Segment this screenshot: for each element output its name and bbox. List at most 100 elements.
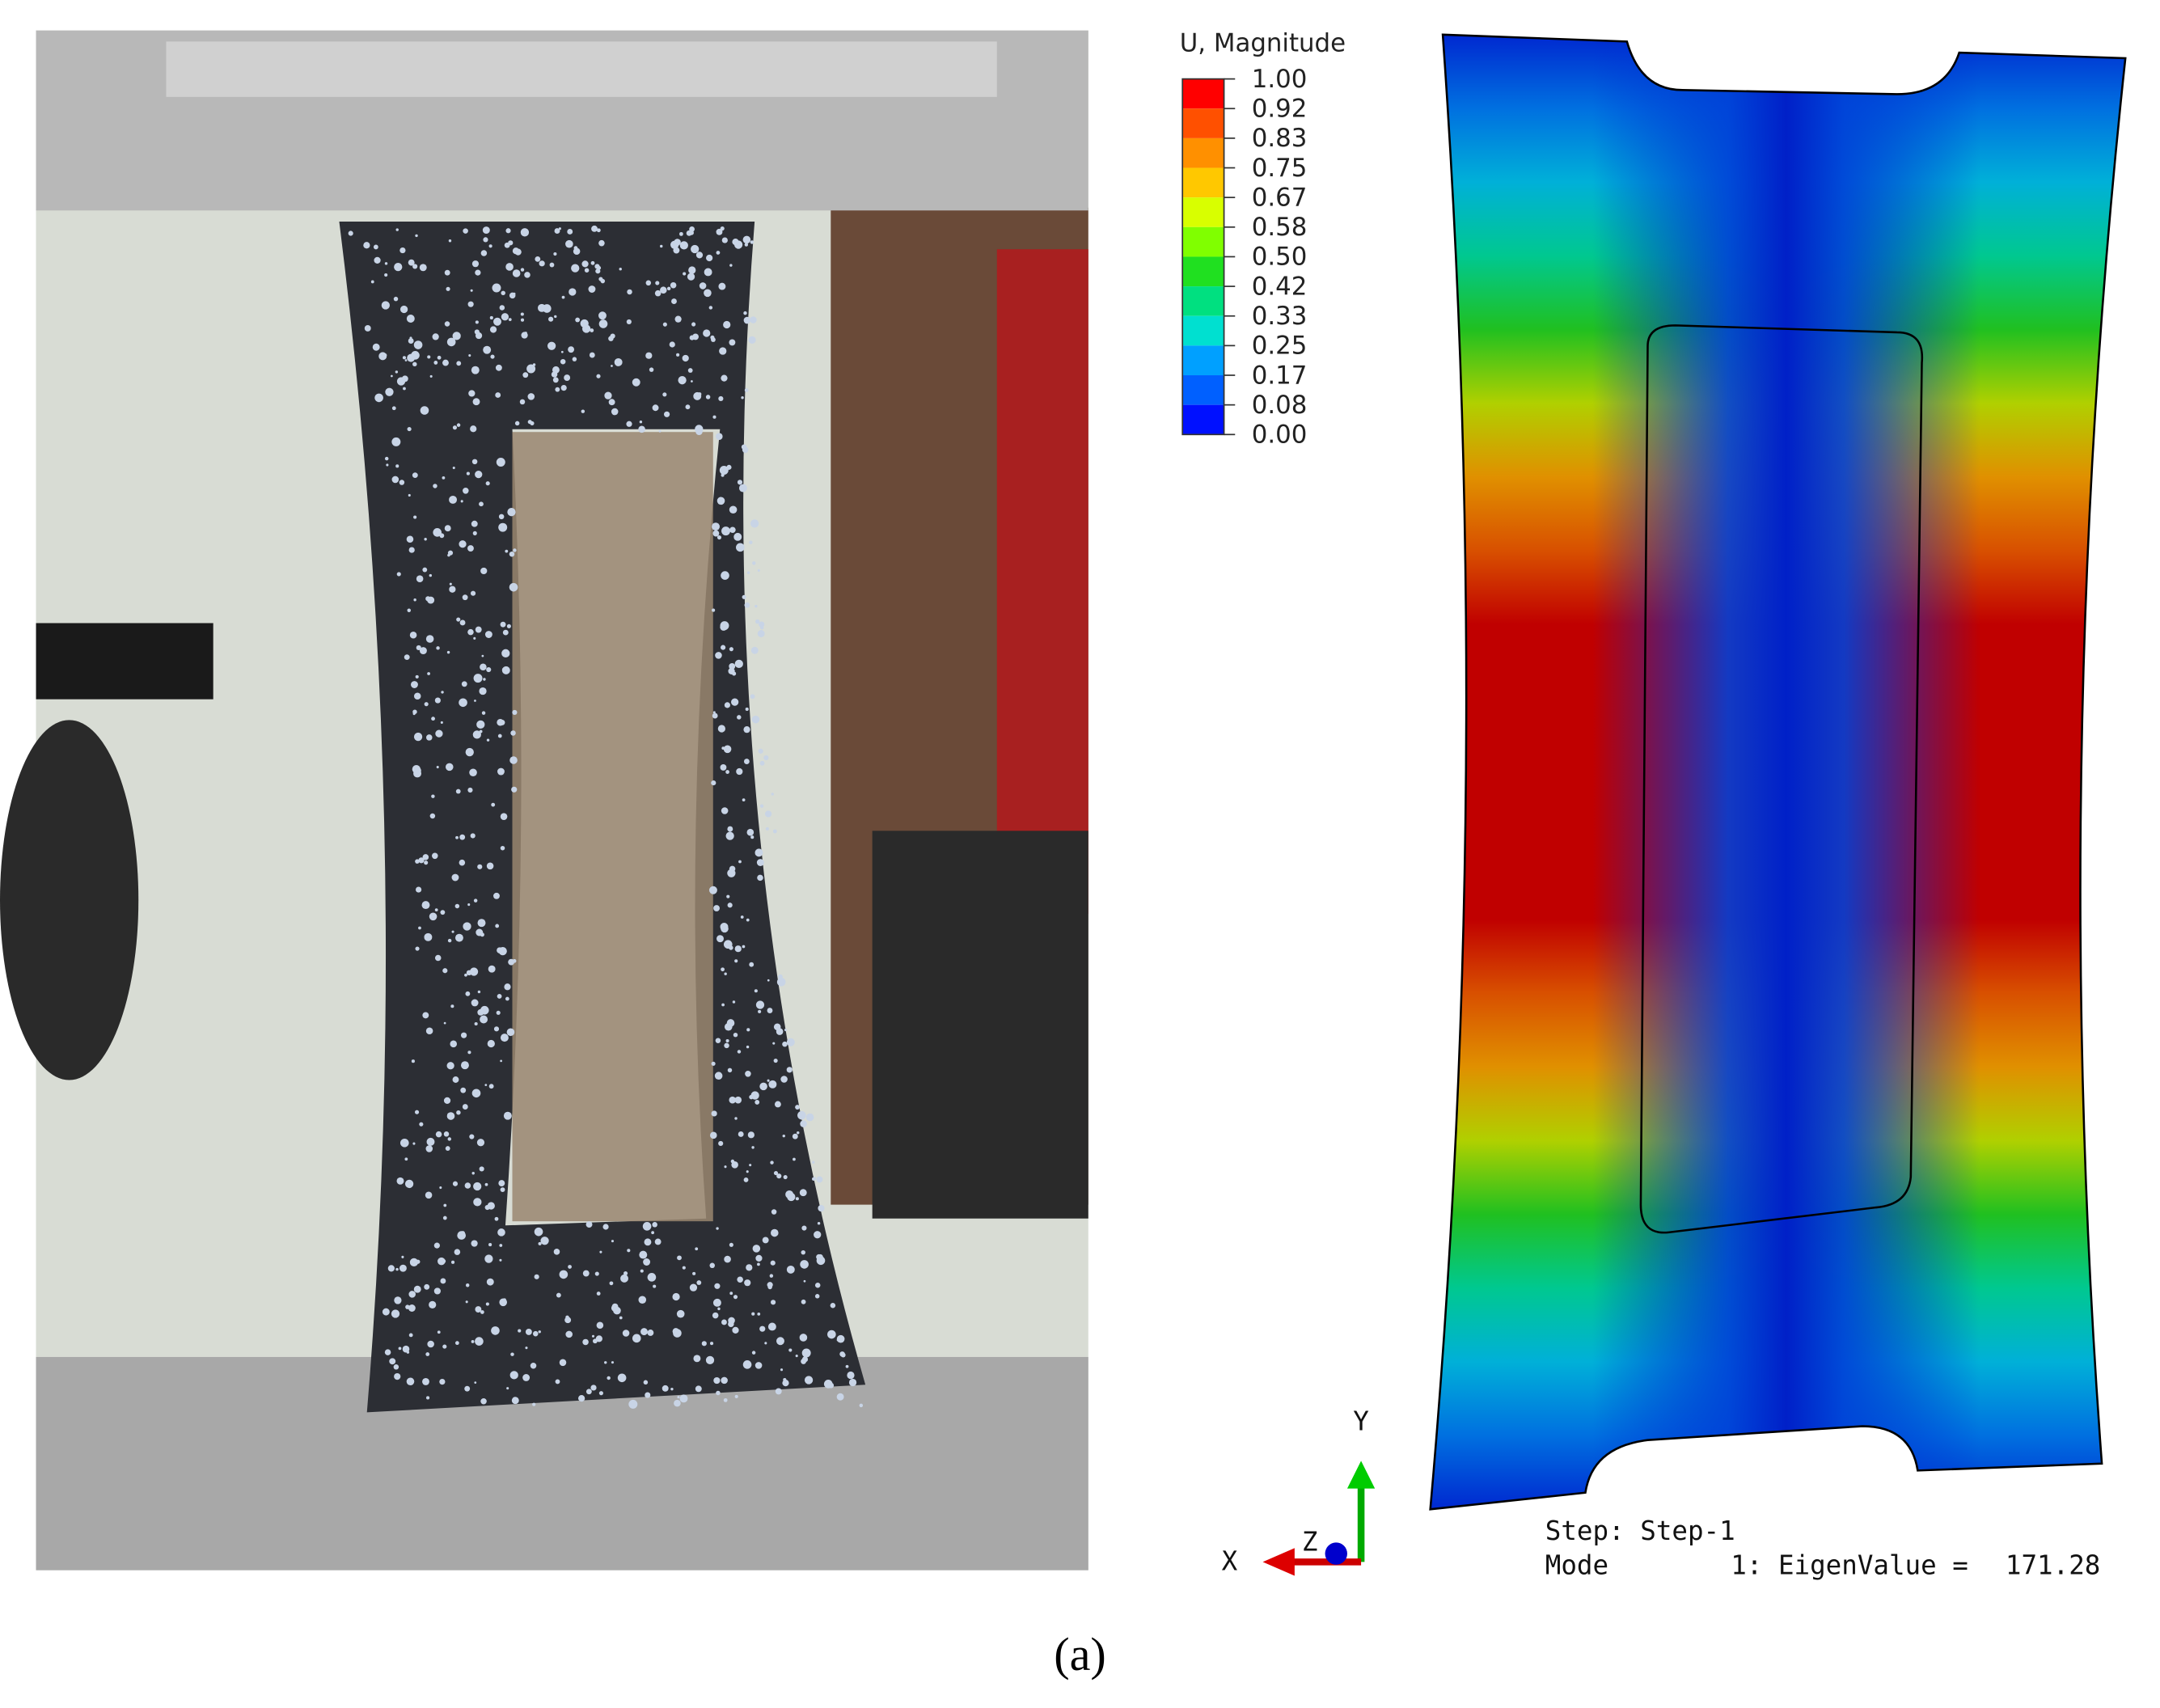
speckle-dot [421,901,430,910]
speckle-dot [744,243,749,247]
speckle-dot [743,759,750,764]
speckle-dot [446,337,456,347]
speckle-dot [747,1131,755,1139]
speckle-dot [691,322,696,327]
speckle-dot [386,463,389,467]
speckle-dot [749,1094,754,1100]
speckle-dot [501,666,510,674]
speckle-dot [446,286,450,291]
speckle-dot [767,979,770,982]
speckle-dot [483,678,486,681]
speckle-dot [403,387,406,391]
speckle-dot [764,810,772,818]
speckle-dot [596,1292,601,1296]
speckle-dot [817,1254,823,1261]
legend-level: 0.67 [1252,183,1308,212]
speckle-dot [434,954,442,962]
speckle-dot [660,244,663,248]
speckle-dot [467,787,473,793]
speckle-dot [770,1228,779,1237]
speckle-dot [762,1237,769,1244]
speckle-dot [689,226,695,232]
speckle-dot [712,415,716,419]
speckle-dot [408,259,415,266]
speckle-dot [716,535,722,540]
speckle-dot [475,320,479,324]
speckle-dot [470,590,476,596]
speckle-dot [512,247,520,255]
speckle-dot [782,1380,789,1387]
speckle-dot [408,547,415,553]
speckle-dot [488,1243,492,1247]
speckle-dot [506,1387,509,1390]
speckle-dot [505,996,509,1001]
speckle-dot [757,630,765,637]
speckle-dot [596,374,601,378]
speckle-dot [429,374,433,378]
speckle-dot [402,356,407,360]
speckle-dot [706,254,713,262]
speckle-dot [695,425,704,433]
speckle-dot [750,316,757,323]
speckle-dot [539,260,545,267]
speckle-dot [450,1260,455,1264]
speckle-dot [498,514,505,520]
mode-value: 1: EigenValue = [1731,1550,1968,1581]
speckle-dot [688,266,696,274]
speckle-dot [599,1250,602,1254]
speckle-dot [751,715,760,724]
speckle-dot [758,1009,762,1013]
speckle-dot [412,264,418,269]
speckle-dot [374,256,381,264]
speckle-dot [652,1222,657,1228]
speckle-dot [522,1374,530,1381]
speckle-dot [750,646,759,654]
legend-swatch [1182,404,1224,435]
speckle-dot [721,645,726,650]
speckle-dot [750,694,755,700]
speckle-dot [500,1034,509,1042]
speckle-dot [384,456,389,461]
speckle-dot [614,357,623,366]
speckle-dot [729,1096,737,1104]
speckle-dot [459,698,467,708]
speckle-dot [475,1337,484,1346]
speckle-dot [527,420,532,425]
speckle-dot [474,700,476,702]
speckle-dot [695,1247,699,1251]
speckle-dot [495,924,500,928]
speckle-dot [692,1271,696,1275]
speckle-dot [839,1351,845,1357]
speckle-dot [751,1146,755,1149]
speckle-dot [409,1258,419,1266]
speckle-dot [736,543,745,552]
speckle-dot [703,329,711,337]
speckle-dot [801,1356,809,1363]
legend-level: 0.75 [1252,154,1308,183]
speckle-dot [503,1298,506,1302]
speckle-dot [456,361,462,366]
speckle-dot [632,378,640,387]
speckle-dot [452,332,461,340]
speckle-dot [482,226,490,235]
speckle-dot [384,262,388,265]
speckle-dot [801,1299,806,1304]
speckle-dot [552,377,559,383]
speckle-dot [475,332,483,340]
speckle-dot [746,1264,753,1271]
legend-swatch [1182,137,1224,168]
speckle-dot [488,1084,494,1089]
speckle-dot [591,225,598,232]
speckle-dot [677,1255,682,1261]
speckle-dot [476,720,485,729]
speckle-dot [454,1341,459,1346]
speckle-dot [436,646,440,650]
speckle-dot [726,464,732,470]
speckle-dot [708,886,717,894]
speckle-dot [721,526,731,536]
speckle-dot [559,1359,567,1367]
speckle-dot [676,353,680,357]
speckle-dot [449,582,452,586]
speckle-dot [555,387,560,392]
speckle-dot [468,353,471,357]
